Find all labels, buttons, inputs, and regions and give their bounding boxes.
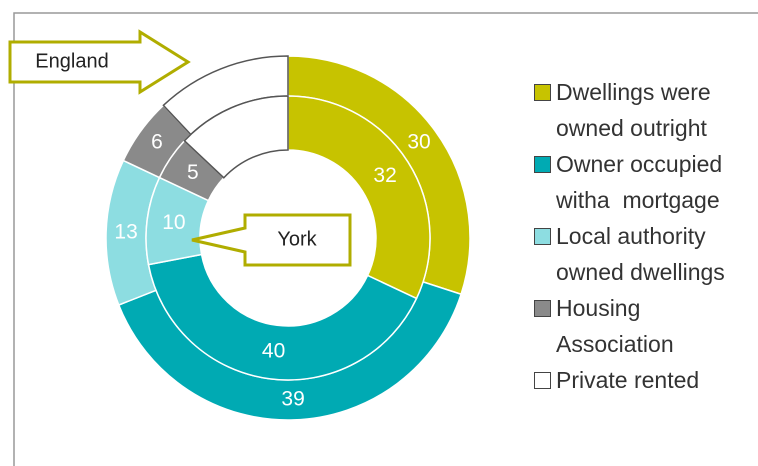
york-callout <box>191 213 352 267</box>
data-label: 30 <box>407 130 430 153</box>
legend-label: Private rented <box>556 367 700 393</box>
legend-label: Local authority owned dwellings <box>556 223 725 285</box>
data-label: 13 <box>114 220 137 243</box>
data-label: 6 <box>151 130 163 153</box>
legend-label: Owner occupied witha mortgage <box>556 151 729 213</box>
frame <box>13 12 758 466</box>
legend-item: Local authority owned dwellings <box>534 218 756 290</box>
legend-swatch <box>534 372 551 389</box>
data-label: 5 <box>187 161 199 184</box>
legend-label: Dwellings were owned outright <box>556 79 718 141</box>
legend: Dwellings were owned outright Owner occup… <box>534 74 756 398</box>
data-label: 39 <box>281 387 304 410</box>
legend-item: Owner occupied witha mortgage <box>534 146 756 218</box>
legend-swatch <box>534 156 551 173</box>
segment <box>183 95 289 179</box>
data-label: 32 <box>373 164 396 187</box>
data-label: 40 <box>262 340 285 363</box>
legend-item: Private rented <box>534 362 756 398</box>
legend-swatch <box>534 300 551 317</box>
data-label: 10 <box>162 211 185 234</box>
segment <box>147 253 418 381</box>
legend-swatch <box>534 84 551 101</box>
legend-item: Dwellings were owned outright <box>534 74 756 146</box>
england-label: England <box>35 50 108 72</box>
york-label: York <box>277 228 317 250</box>
legend-item: Housing Association <box>534 290 756 362</box>
legend-swatch <box>534 228 551 245</box>
england-callout <box>8 29 191 95</box>
legend-label: Housing Association <box>556 295 674 357</box>
segment <box>287 95 431 300</box>
